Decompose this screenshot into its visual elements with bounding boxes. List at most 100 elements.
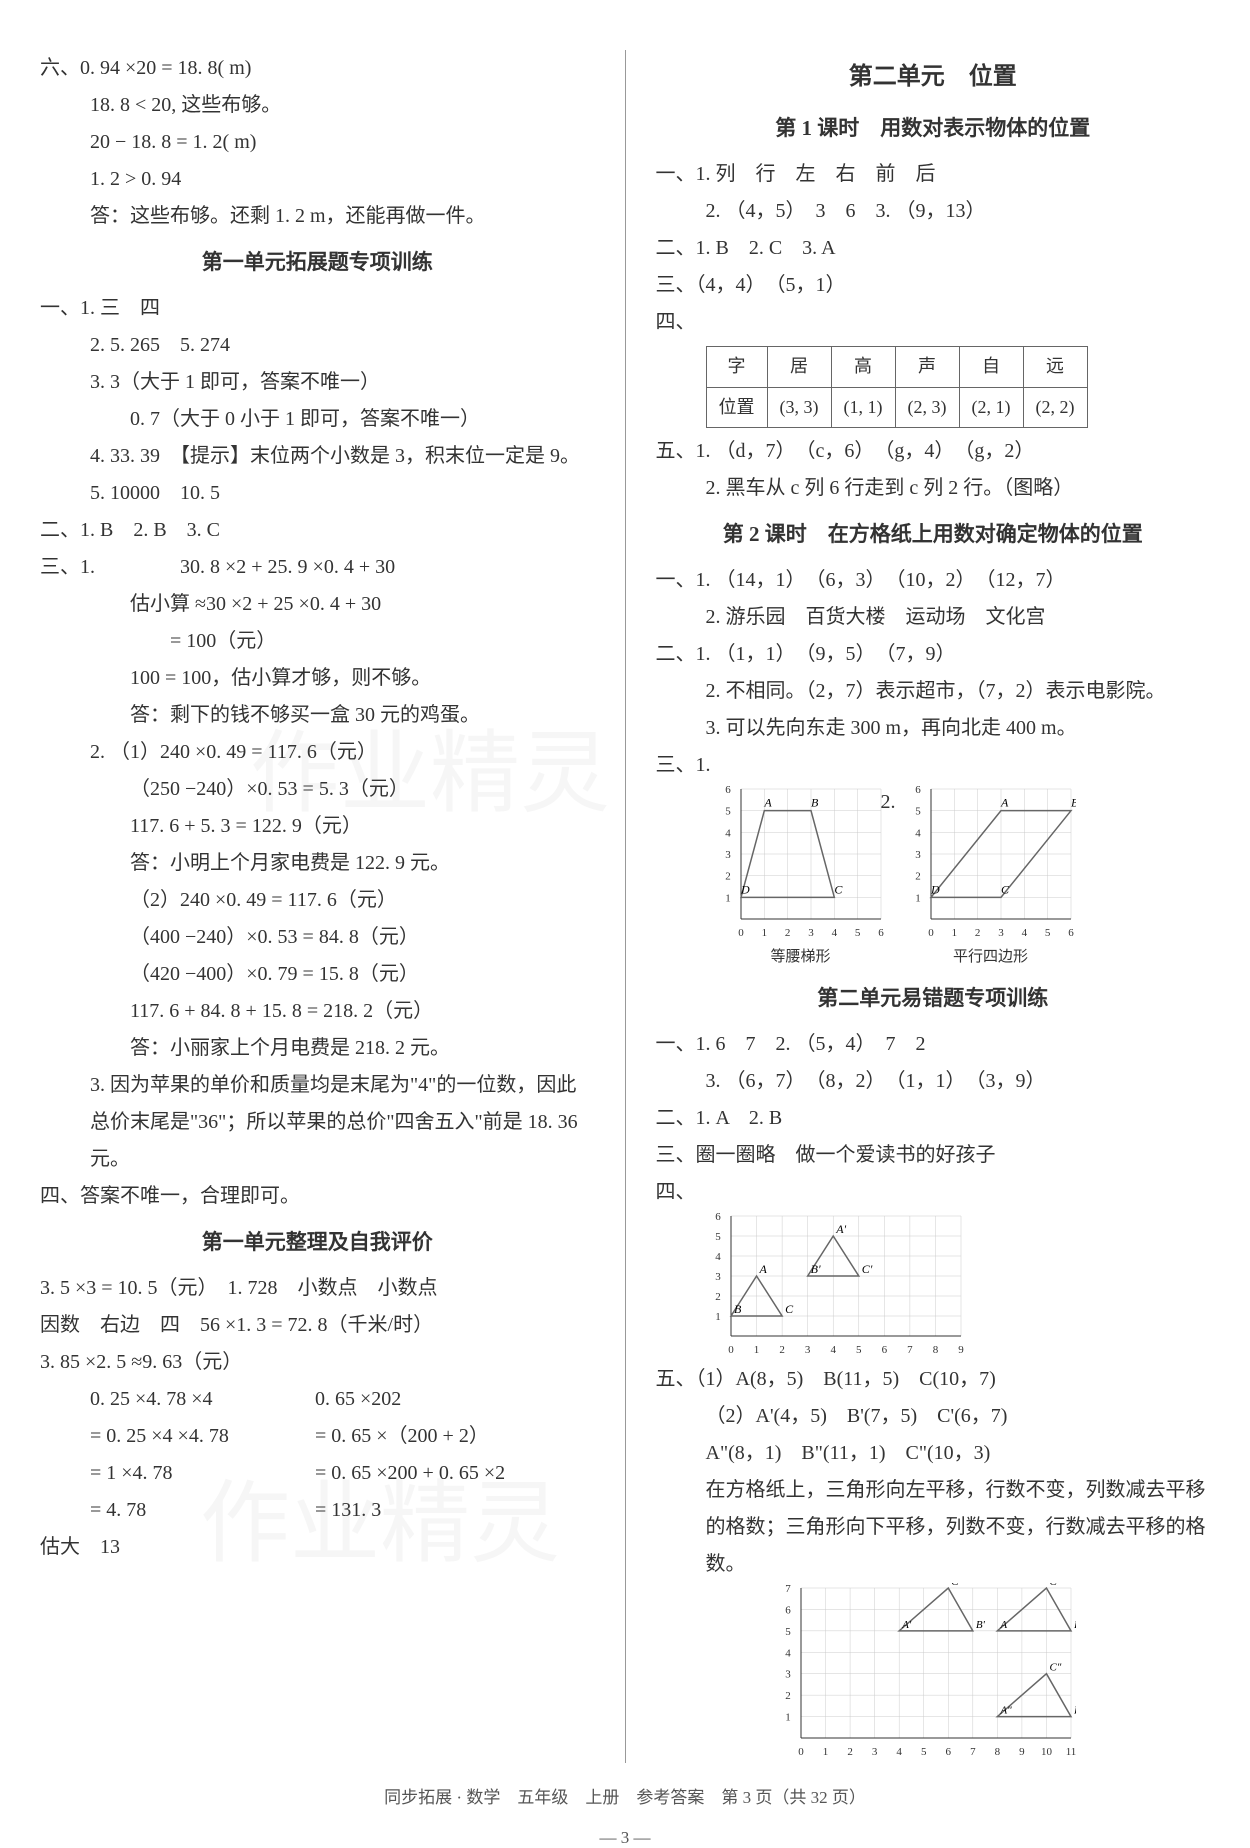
- svg-text:5: 5: [854, 927, 860, 939]
- text-line: 一、1. 三 四: [40, 290, 595, 327]
- svg-text:1: 1: [725, 892, 731, 904]
- svg-text:6: 6: [715, 1211, 721, 1223]
- text-line: 二、1. A 2. B: [656, 1100, 1211, 1137]
- svg-text:5: 5: [856, 1344, 862, 1356]
- text-line: 在方格纸上，三角形向左平移，行数不变，列数减去平移的格数；三角形向下平移，列数不…: [706, 1472, 1211, 1583]
- label: 2.: [881, 784, 896, 821]
- text-line: 答：小丽家上个月电费是 218. 2 元。: [130, 1030, 595, 1067]
- chart-caption: 等腰梯形: [716, 944, 886, 972]
- svg-text:3: 3: [804, 1344, 810, 1356]
- unit-heading: 第二单元 位置: [656, 55, 1211, 99]
- text-line: 2. （4，5） 3 6 3. （9，13）: [706, 193, 1211, 230]
- text-line: 答：剩下的钱不够买一盒 30 元的鸡蛋。: [130, 697, 595, 734]
- svg-text:C': C': [951, 1583, 961, 1588]
- svg-text:1: 1: [715, 1311, 721, 1323]
- section-heading: 第二单元易错题专项训练: [656, 979, 1211, 1018]
- text-line: = 100（元）: [170, 623, 595, 660]
- svg-text:9: 9: [1019, 1746, 1025, 1758]
- lesson-heading: 第 1 课时 用数对表示物体的位置: [656, 109, 1211, 148]
- svg-text:5: 5: [715, 1231, 721, 1243]
- text-line: 2. 游乐园 百货大楼 运动场 文化宫: [706, 599, 1211, 636]
- text-line: （2）A'(4，5) B'(7，5) C'(6，7): [706, 1398, 1211, 1435]
- chart-triangles-2: 012345678910111234567A'B'C'ABCA"B"C": [776, 1583, 1211, 1763]
- left-column: 六、0. 94 ×20 = 18. 8( m) 18. 8 < 20, 这些布够…: [40, 50, 626, 1763]
- text-line: 二、1. B 2. B 3. C: [40, 512, 595, 549]
- text-line: 四、答案不唯一，合理即可。: [40, 1178, 595, 1215]
- chart-row-wrap: 三、1. 0123456123456ABDC 等腰梯形 2. 012345612…: [656, 747, 1211, 972]
- svg-text:0: 0: [738, 927, 744, 939]
- calc-line: = 0. 25 ×4 ×4. 78: [90, 1418, 310, 1455]
- svg-text:5: 5: [915, 805, 921, 817]
- table-row-wrap: 四、: [656, 304, 1211, 341]
- table-cell: 自: [959, 347, 1023, 387]
- table-cell: (3, 3): [767, 387, 831, 427]
- text-line: 1. 2 > 0. 94: [90, 161, 595, 198]
- svg-text:D: D: [740, 882, 750, 896]
- svg-text:2: 2: [715, 1291, 721, 1303]
- text-line: 100 = 100，估小算才够，则不够。: [130, 660, 595, 697]
- table-cell: (2, 1): [959, 387, 1023, 427]
- svg-text:4: 4: [785, 1648, 791, 1660]
- chart-parallelogram: 2. 0123456123456ABDC 平行四边形: [906, 784, 1076, 972]
- svg-text:3: 3: [715, 1271, 721, 1283]
- svg-text:4: 4: [831, 927, 837, 939]
- page-number: — 3 —: [40, 1828, 1210, 1848]
- svg-text:6: 6: [785, 1605, 791, 1617]
- text-line: 答：这些布够。还剩 1. 2 m，还能再做一件。: [90, 198, 595, 235]
- svg-text:A: A: [763, 795, 772, 809]
- calc-line: = 1 ×4. 78: [90, 1455, 310, 1492]
- text-line: 3. 5 ×3 = 10. 5（元） 1. 728 小数点 小数点: [40, 1270, 595, 1307]
- svg-text:3: 3: [808, 927, 814, 939]
- svg-text:2: 2: [915, 870, 921, 882]
- svg-text:5: 5: [725, 805, 731, 817]
- svg-text:A: A: [758, 1262, 767, 1276]
- text-line: 一、1. 列 行 左 右 前 后: [656, 156, 1211, 193]
- svg-text:3: 3: [785, 1669, 791, 1681]
- table-cell: 声: [895, 347, 959, 387]
- svg-text:2: 2: [725, 870, 731, 882]
- svg-text:3: 3: [998, 927, 1004, 939]
- text-line: 二、1. B 2. C 3. A: [656, 230, 1211, 267]
- svg-text:10: 10: [1040, 1746, 1052, 1758]
- svg-text:2: 2: [847, 1746, 853, 1758]
- text-line: 三、1. 30. 8 ×2 + 25. 9 ×0. 4 + 30: [40, 549, 595, 586]
- svg-text:6: 6: [881, 1344, 887, 1356]
- text-line: （250 −240）×0. 53 = 5. 3（元）: [130, 771, 595, 808]
- svg-text:7: 7: [907, 1344, 913, 1356]
- text-line: 一、1. 6 7 2. （5，4） 7 2: [656, 1026, 1211, 1063]
- text-line: 答：小明上个月家电费是 122. 9 元。: [130, 845, 595, 882]
- text-line: 5. 10000 10. 5: [90, 475, 595, 512]
- svg-text:B': B': [975, 1619, 985, 1631]
- svg-text:1: 1: [951, 927, 957, 939]
- text-line: 估大 13: [40, 1529, 595, 1566]
- svg-text:5: 5: [920, 1746, 926, 1758]
- label: 三、1.: [656, 754, 711, 776]
- svg-text:4: 4: [715, 1251, 721, 1263]
- label: 四、: [656, 311, 696, 333]
- calc-line: 0. 65 ×202: [315, 1381, 535, 1418]
- text-line: 3. 因为苹果的单价和质量均是末尾为"4"的一位数，因此总价末尾是"36"；所以…: [90, 1067, 595, 1178]
- page-columns: 六、0. 94 ×20 = 18. 8( m) 18. 8 < 20, 这些布够…: [40, 50, 1210, 1763]
- svg-text:A': A': [835, 1222, 846, 1236]
- svg-text:B": B": [1074, 1705, 1076, 1717]
- calc-line: = 0. 65 ×（200 + 2）: [315, 1418, 535, 1455]
- text-line: 4. 33. 39 【提示】末位两个小数是 3，积末位一定是 9。: [90, 438, 595, 475]
- svg-text:4: 4: [725, 827, 731, 839]
- table-cell: 位置: [706, 387, 767, 427]
- chart-triangles: 0123456789123456ABCA'B'C': [706, 1211, 1211, 1361]
- table-cell: 远: [1023, 347, 1087, 387]
- svg-text:A': A': [901, 1619, 912, 1631]
- svg-text:7: 7: [785, 1583, 791, 1595]
- svg-text:0: 0: [798, 1746, 804, 1758]
- table-cell: 字: [706, 347, 767, 387]
- position-table: 字 居 高 声 自 远 位置 (3, 3) (1, 1) (2, 3) (2, …: [706, 346, 1088, 428]
- text-line: 2. 黑车从 c 列 6 行走到 c 列 2 行。（图略）: [706, 470, 1211, 507]
- svg-text:9: 9: [958, 1344, 964, 1356]
- text-line: （2）240 ×0. 49 = 117. 6（元）: [130, 882, 595, 919]
- svg-text:D: D: [930, 882, 940, 896]
- svg-text:C: C: [785, 1302, 794, 1316]
- text-line: 20 − 18. 8 = 1. 2( m): [90, 124, 595, 161]
- svg-text:6: 6: [878, 927, 884, 939]
- svg-text:6: 6: [915, 784, 921, 796]
- text-line: 五、1. （d，7） （c，6） （g，4） （g，2）: [656, 433, 1211, 470]
